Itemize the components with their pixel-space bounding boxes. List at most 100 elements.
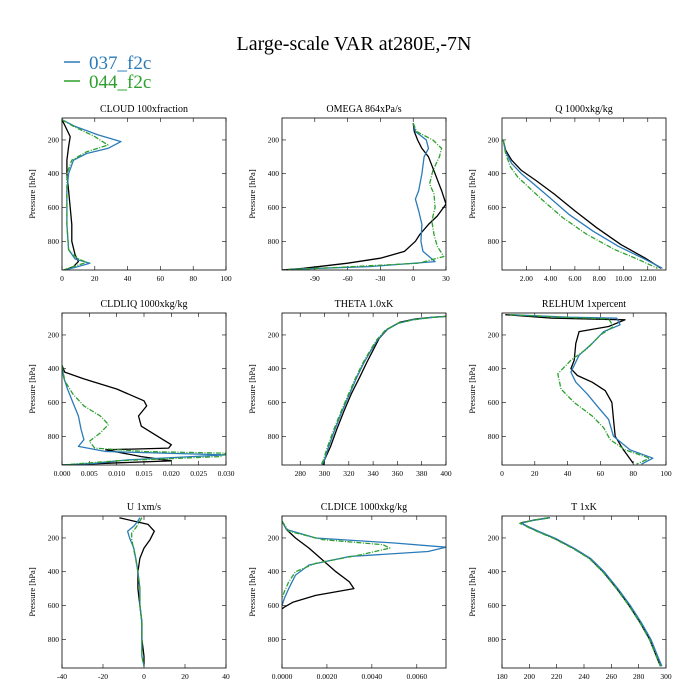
series-group <box>502 139 663 269</box>
x-tick-label: 60 <box>157 274 165 283</box>
panel-title-t: T 1xK <box>571 502 597 513</box>
series-line-obs <box>505 314 634 464</box>
x-tick-label: 40 <box>564 469 572 478</box>
x-tick-label: 8.00 <box>593 274 606 283</box>
y-axis-label-theta: Pressure [hPa] <box>247 364 257 414</box>
x-tick-label: 320 <box>343 469 355 478</box>
x-tick-label: 12.00 <box>639 274 656 283</box>
series-group <box>62 365 226 465</box>
x-tick-label: 30 <box>442 274 450 283</box>
plot-frame <box>61 117 227 271</box>
panel-title-q: Q 1000xkg/kg <box>555 104 613 115</box>
y-tick-label: 600 <box>48 601 60 610</box>
y-axis-label-relhum: Pressure [hPa] <box>467 364 477 414</box>
x-tick-label: 0.025 <box>190 469 207 478</box>
panel-theta: THETA 1.0xK Pressure [hPa] 200 400 600 800 280… <box>247 299 452 478</box>
series-line-obs <box>322 315 446 465</box>
y-tick-label: 600 <box>488 601 500 610</box>
series-group <box>505 314 654 465</box>
y-tick-label: 600 <box>268 398 280 407</box>
y-tick-label: 400 <box>488 364 500 373</box>
series-line-037-f2c <box>520 517 663 667</box>
x-tick-label: 300 <box>319 469 331 478</box>
x-tick-label: 20 <box>531 469 539 478</box>
plot-frame <box>501 515 667 669</box>
series-line-037-f2c <box>126 517 145 667</box>
y-tick-label: 600 <box>48 398 60 407</box>
y-tick-label: 200 <box>48 533 60 542</box>
x-tick-label: 260 <box>606 672 618 681</box>
plot-frame <box>281 515 447 669</box>
panel-title-cloud: CLOUD 100xfraction <box>100 104 188 115</box>
figure-title: Large-scale VAR at280E,-7N <box>237 33 472 55</box>
x-tick-label: 100 <box>660 469 672 478</box>
panel-title-u: U 1xm/s <box>127 502 161 513</box>
panel-title-theta: THETA 1.0xK <box>335 299 394 310</box>
y-tick-label: 800 <box>48 237 60 246</box>
x-tick-label: 0.015 <box>136 469 153 478</box>
x-tick-label: -60 <box>343 274 353 283</box>
series-line-044-f2c <box>320 315 446 465</box>
series-group <box>282 122 446 270</box>
series-group <box>320 315 446 465</box>
series-line-037-f2c <box>292 122 436 270</box>
x-tick-label: 200 <box>524 672 536 681</box>
y-tick-label: 400 <box>48 567 60 576</box>
x-tick-label: -20 <box>98 672 108 681</box>
panel-t: T 1xK Pressure [hPa] 200 400 600 800 180 200 220… <box>467 502 672 681</box>
legend-label-037: 037_f2c <box>89 53 151 74</box>
panel-title-omega: OMEGA 864xPa/s <box>326 104 401 115</box>
y-tick-label: 800 <box>488 635 500 644</box>
y-tick-label: 600 <box>268 203 280 212</box>
x-tick-label: 40 <box>124 274 132 283</box>
x-tick-label: 300 <box>660 672 672 681</box>
series-line-044-f2c <box>284 122 445 270</box>
legend-label-044: 044_f2c <box>89 72 151 93</box>
x-tick-label: 80 <box>189 274 197 283</box>
series-line-037-f2c <box>510 314 654 465</box>
x-tick-label: 20 <box>91 274 99 283</box>
x-tick-label: 60 <box>597 469 605 478</box>
y-tick-label: 600 <box>488 203 500 212</box>
x-tick-label: 100 <box>220 274 232 283</box>
x-tick-label: 40 <box>222 672 230 681</box>
x-tick-label: 2.00 <box>520 274 533 283</box>
x-tick-label: 6.00 <box>568 274 581 283</box>
series-line-044-f2c <box>282 520 391 600</box>
x-tick-label: 240 <box>578 672 590 681</box>
x-tick-label: 0.0060 <box>406 672 427 681</box>
series-group <box>519 517 663 667</box>
y-axis-label-q: Pressure [hPa] <box>467 169 477 219</box>
x-tick-label: 0.0020 <box>317 672 338 681</box>
y-tick-label: 400 <box>48 169 60 178</box>
y-tick-label: 200 <box>488 135 500 144</box>
plot-frame <box>281 117 447 271</box>
series-line-044-f2c <box>131 517 145 667</box>
series-line-044-f2c <box>519 517 662 667</box>
y-axis-label-cloud: Pressure [hPa] <box>27 169 37 219</box>
series-line-obs <box>282 123 446 270</box>
panel-title-cldliq: CLDLIQ 1000xkg/kg <box>101 299 188 310</box>
panel-omega: OMEGA 864xPa/s Pressure [hPa] 200 400 600 800… <box>247 104 450 283</box>
x-tick-label: 20 <box>181 672 189 681</box>
y-tick-label: 200 <box>488 330 500 339</box>
panel-cldliq: CLDLIQ 1000xkg/kg Pressure [hPa] 200 400 600… <box>27 299 235 478</box>
y-tick-label: 400 <box>268 567 280 576</box>
y-tick-label: 400 <box>488 567 500 576</box>
panel-title-cldice: CLDICE 1000xkg/kg <box>321 502 407 513</box>
series-line-obs <box>520 517 662 667</box>
x-tick-label: 0.030 <box>218 469 235 478</box>
y-tick-label: 400 <box>488 169 500 178</box>
plot-frame <box>501 117 667 271</box>
panel-q: Q 1000xkg/kg Pressure [hPa] 200 400 600 800 2.… <box>467 104 667 283</box>
x-tick-label: 0 <box>60 274 64 283</box>
y-tick-label: 200 <box>488 533 500 542</box>
plot-frame <box>61 515 227 669</box>
x-tick-label: 80 <box>629 469 637 478</box>
plot-frame <box>61 312 227 466</box>
y-tick-label: 800 <box>488 432 500 441</box>
y-tick-label: 600 <box>268 601 280 610</box>
plot-frame <box>281 312 447 466</box>
x-tick-label: 0 <box>142 672 146 681</box>
series-group <box>119 517 155 667</box>
